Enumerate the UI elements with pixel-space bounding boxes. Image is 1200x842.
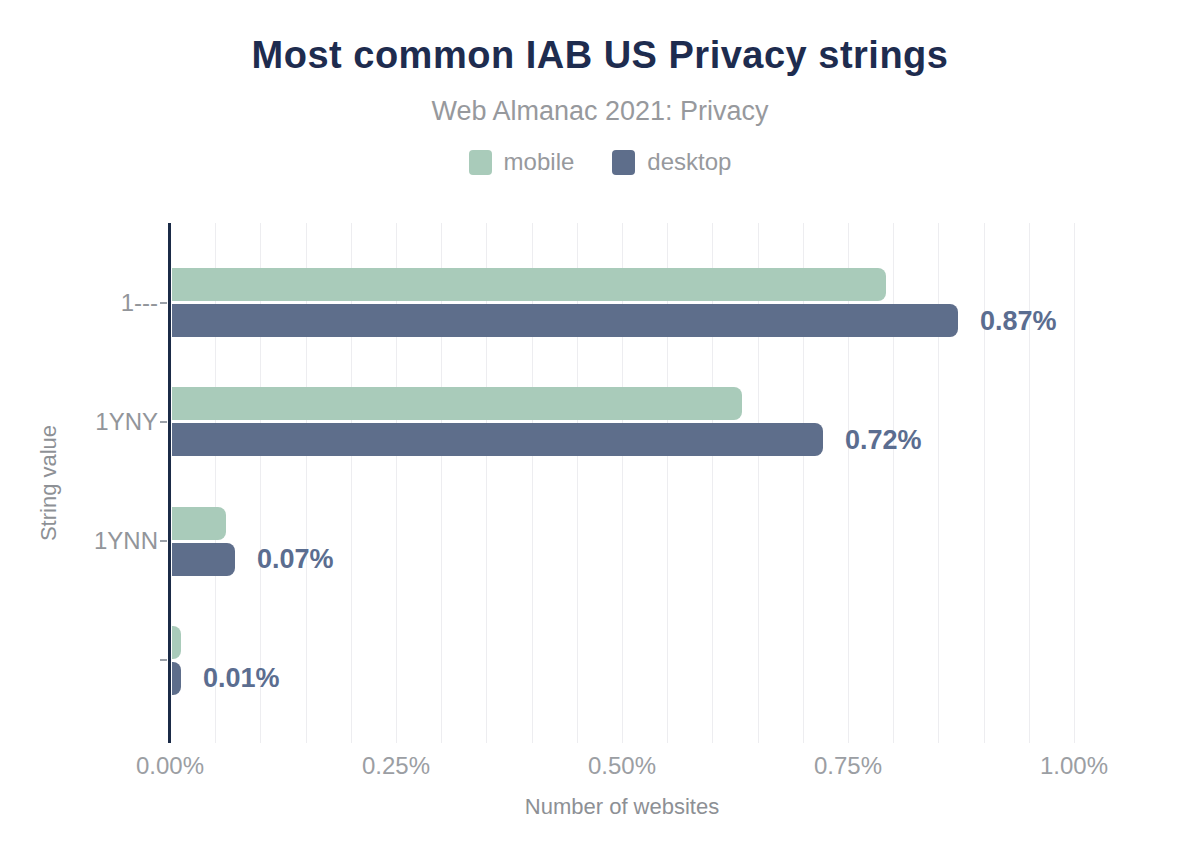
gridline [848, 223, 849, 743]
plot-area [170, 223, 1100, 743]
y-axis-tick [160, 302, 167, 304]
x-axis-tick-label: 0.25% [362, 752, 430, 780]
x-axis-tick-label: 0.75% [814, 752, 882, 780]
bar-desktop-1YNY[interactable] [172, 423, 823, 456]
gridline [893, 223, 894, 743]
value-label: 0.01% [203, 663, 280, 694]
bar-mobile-1YNN[interactable] [172, 507, 226, 540]
gridline [396, 223, 397, 743]
legend-label-desktop: desktop [647, 148, 731, 176]
gridline [306, 223, 307, 743]
gridline [1029, 223, 1030, 743]
legend-label-mobile: mobile [504, 148, 575, 176]
bar-desktop-1YNN[interactable] [172, 543, 235, 576]
x-axis-title: Number of websites [525, 794, 719, 820]
gridline [532, 223, 533, 743]
bar-mobile-1---[interactable] [172, 268, 886, 301]
gridline [712, 223, 713, 743]
mobile-swatch-icon [469, 150, 492, 175]
gridline [758, 223, 759, 743]
y-axis-tick [160, 540, 167, 542]
chart-title: Most common IAB US Privacy strings [0, 34, 1200, 77]
bar-chart: Most common IAB US Privacy strings Web A… [0, 0, 1200, 842]
bar-desktop-blank[interactable] [172, 662, 181, 695]
value-label: 0.87% [980, 306, 1057, 337]
gridline [577, 223, 578, 743]
gridline [938, 223, 939, 743]
y-axis-tick [160, 421, 167, 423]
category-label: 1YNY [0, 408, 158, 436]
value-label: 0.07% [257, 544, 334, 575]
y-axis-tick [160, 659, 167, 661]
gridline [351, 223, 352, 743]
legend-item-desktop[interactable]: desktop [612, 148, 731, 176]
x-axis-tick-label: 0.00% [136, 752, 204, 780]
category-label: 1--- [0, 289, 158, 317]
x-axis-tick-label: 1.00% [1040, 752, 1108, 780]
y-axis-title: String value [36, 425, 62, 541]
gridline [486, 223, 487, 743]
gridline [984, 223, 985, 743]
gridline [1074, 223, 1075, 743]
value-label: 0.72% [845, 425, 922, 456]
chart-subtitle: Web Almanac 2021: Privacy [0, 96, 1200, 127]
x-axis-tick-label: 0.50% [588, 752, 656, 780]
gridline [441, 223, 442, 743]
category-label: 1YNN [0, 527, 158, 555]
gridline [622, 223, 623, 743]
gridline [667, 223, 668, 743]
desktop-swatch-icon [612, 150, 635, 175]
legend-item-mobile[interactable]: mobile [469, 148, 575, 176]
bar-mobile-blank[interactable] [172, 626, 181, 659]
legend: mobile desktop [0, 148, 1200, 176]
bar-desktop-1---[interactable] [172, 304, 958, 337]
gridline [803, 223, 804, 743]
bar-mobile-1YNY[interactable] [172, 387, 742, 420]
